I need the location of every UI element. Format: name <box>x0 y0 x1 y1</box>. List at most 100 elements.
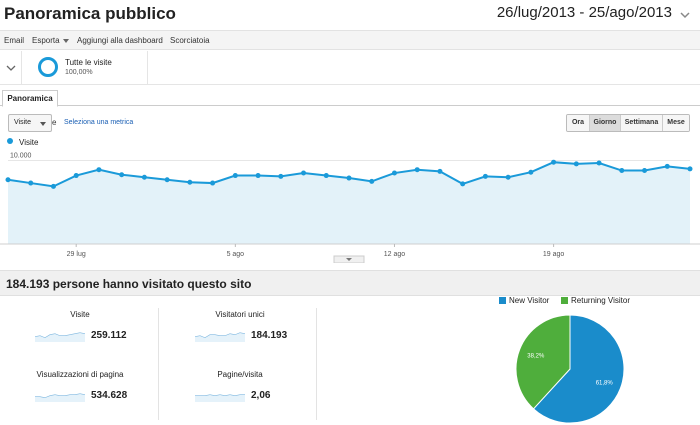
period-hour-button[interactable]: Ora <box>567 115 589 131</box>
data-point[interactable] <box>28 180 34 186</box>
data-point[interactable] <box>210 180 216 186</box>
y-tick-label: 10.000 <box>10 153 32 160</box>
tab-overview[interactable]: Panoramica <box>2 90 58 107</box>
tab-bar: Panoramica <box>0 88 700 107</box>
data-point[interactable] <box>528 169 534 175</box>
metric-card-visits[interactable]: Visite 259.112 <box>5 310 155 360</box>
metric-card-pages-per-visit[interactable]: Pagine/visita 2,06 <box>165 370 315 420</box>
segment-row: Tutte le visite 100,00% <box>0 51 700 85</box>
page-title: Panoramica pubblico <box>4 4 176 23</box>
date-range-picker[interactable]: 26/lug/2013 - 25/ago/2013 <box>496 4 672 21</box>
legend-dot <box>7 138 13 144</box>
data-point[interactable] <box>164 177 170 183</box>
chevron-down-icon[interactable] <box>678 8 692 22</box>
metric-value: 534.628 <box>91 390 128 401</box>
x-tick-label: 12 ago <box>384 251 406 258</box>
data-point[interactable] <box>278 173 284 179</box>
data-point[interactable] <box>551 159 557 165</box>
data-point[interactable] <box>73 173 79 179</box>
data-point[interactable] <box>460 181 466 187</box>
export-label: Esporta <box>32 36 60 45</box>
legend-label: Visite <box>19 138 39 147</box>
data-point[interactable] <box>391 170 397 176</box>
chart-controls: Visite e Seleziona una metrica Ora Giorn… <box>0 112 700 134</box>
legend-label: Returning Visitor <box>571 296 630 305</box>
legend-item-returning-visitor: Returning Visitor <box>561 296 630 305</box>
metric-divider <box>316 308 317 420</box>
email-button[interactable]: Email <box>4 36 25 45</box>
caret-down-icon <box>346 258 352 261</box>
visitor-type-pie-chart: 61,8% 38,2% <box>515 314 625 424</box>
period-toggle-group: Ora Giorno Settimana Mese <box>566 114 690 132</box>
data-point[interactable] <box>414 167 420 173</box>
metric-label: Pagine/visita <box>217 370 263 379</box>
data-point[interactable] <box>619 168 625 174</box>
sparkline-icon <box>35 393 85 402</box>
metric-label: Visite <box>70 310 90 319</box>
data-point[interactable] <box>5 177 11 183</box>
pie-slice-new-visitor[interactable] <box>532 314 625 424</box>
data-point[interactable] <box>573 161 579 167</box>
data-point[interactable] <box>664 163 670 169</box>
chevron-down-icon <box>6 65 16 71</box>
caret-down-icon <box>40 122 46 126</box>
series-area <box>8 162 690 244</box>
legend-swatch <box>561 297 568 304</box>
data-point[interactable] <box>50 183 56 189</box>
segment-ring-icon <box>38 57 58 77</box>
metric-divider <box>158 308 159 420</box>
data-point[interactable] <box>505 174 511 180</box>
data-point[interactable] <box>369 178 375 184</box>
period-day-button[interactable]: Giorno <box>589 115 620 131</box>
header: Panoramica pubblico 26/lug/2013 - 25/ago… <box>0 0 700 32</box>
metric-card-unique-visitors[interactable]: Visitatori unici 184.193 <box>165 310 315 360</box>
period-month-button[interactable]: Mese <box>662 115 689 131</box>
summary-text: 184.193 persone hanno visitato questo si… <box>6 277 252 291</box>
data-point[interactable] <box>119 172 125 178</box>
add-to-dashboard-button[interactable]: Aggiungi alla dashboard <box>77 36 163 45</box>
metric-select[interactable]: Visite <box>8 114 52 132</box>
period-week-button[interactable]: Settimana <box>620 115 662 131</box>
caret-down-icon <box>62 38 69 43</box>
metric-value: 184.193 <box>251 330 288 341</box>
segment-percentage: 100,00% <box>65 69 93 76</box>
metric-label: Visualizzazioni di pagina <box>36 370 124 379</box>
sparkline-icon <box>195 394 245 402</box>
data-point[interactable] <box>141 174 147 180</box>
segment-name: Tutte le visite <box>65 58 112 67</box>
data-point[interactable] <box>96 167 102 173</box>
legend-item-new-visitor: New Visitor <box>499 296 549 305</box>
shortcut-button[interactable]: Scorciatoia <box>170 36 210 45</box>
metric-label: Visitatori unici <box>215 310 265 319</box>
segment-toggle[interactable] <box>0 51 22 85</box>
metric-card-pageviews[interactable]: Visualizzazioni di pagina 534.628 <box>5 370 155 420</box>
pie-slice-returning-visitor[interactable] <box>515 314 571 410</box>
legend-label: New Visitor <box>509 296 550 305</box>
metric-value: 2,06 <box>251 390 271 401</box>
pie-slice-label: 61,8% <box>596 380 614 386</box>
data-point[interactable] <box>301 170 307 176</box>
data-point[interactable] <box>687 166 693 172</box>
sparkline-icon <box>195 332 245 342</box>
select-metric-link[interactable]: Seleziona una metrica <box>64 119 134 126</box>
pie-slice-label: 38,2% <box>527 354 545 360</box>
data-point[interactable] <box>187 179 193 185</box>
metric-select-value: Visite <box>14 119 31 126</box>
x-tick-label: 29 lug <box>67 251 86 258</box>
x-tick-label: 5 ago <box>227 251 245 258</box>
data-point[interactable] <box>255 173 261 179</box>
data-point[interactable] <box>437 168 443 174</box>
data-point[interactable] <box>346 175 352 181</box>
data-point[interactable] <box>482 173 488 179</box>
data-point[interactable] <box>642 168 648 174</box>
segment-all-visits[interactable]: Tutte le visite 100,00% <box>30 51 148 85</box>
export-menu[interactable]: Esporta <box>32 36 69 45</box>
toolbar: Email Esporta Aggiungi alla dashboard Sc… <box>0 30 700 50</box>
data-point[interactable] <box>596 160 602 166</box>
data-point[interactable] <box>323 173 329 179</box>
legend-swatch <box>499 297 506 304</box>
data-point[interactable] <box>232 173 238 179</box>
sparkline-icon <box>35 332 85 342</box>
